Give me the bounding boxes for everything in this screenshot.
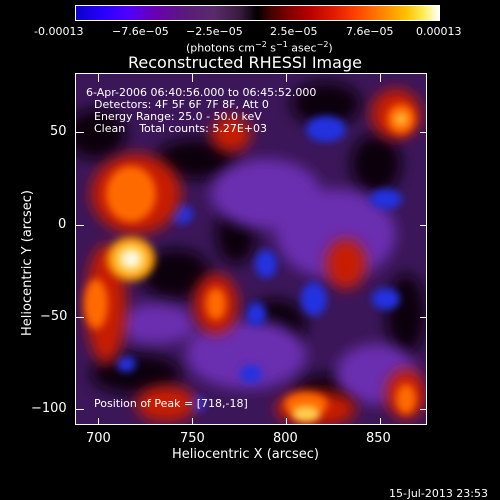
energy-range-label: Energy Range: 25.0 - 50.0 keV (94, 110, 262, 123)
colorbar (75, 5, 440, 21)
y-tick-mark (76, 409, 84, 410)
x-axis-label: Heliocentric X (arcsec) (172, 447, 319, 462)
colorbar-tick-label: −7.6e−05 (112, 25, 169, 38)
y-tick-mark (76, 317, 84, 318)
colorbar-tick-label: 7.6e−05 (346, 25, 394, 38)
colorbar-tick-label: 0.00013 (416, 25, 462, 38)
time-range-label: 6-Apr-2006 06:40:56.000 to 06:45:52.000 (86, 86, 317, 99)
y-tick-label: 50 (50, 124, 67, 139)
x-tick-mark (192, 418, 193, 424)
plot-title: Reconstructed RHESSI Image (128, 53, 362, 72)
detectors-label: Detectors: 4F 5F 6F 7F 8F, Att 0 (94, 98, 269, 111)
y-tick-mark (420, 225, 426, 226)
x-tick-mark (98, 74, 99, 82)
x-tick-label: 800 (273, 431, 298, 446)
solar-image-plot: 6-Apr-2006 06:40:56.000 to 06:45:52.000 … (75, 73, 427, 425)
x-tick-mark (380, 74, 381, 82)
x-tick-label: 700 (86, 431, 111, 446)
y-tick-label: −50 (40, 309, 68, 324)
x-tick-mark (380, 418, 381, 424)
y-tick-label: −100 (31, 401, 67, 416)
solar-map-image (76, 74, 426, 424)
colorbar-tick-label: -0.00013 (34, 25, 84, 38)
y-tick-mark (420, 409, 426, 410)
colorbar-tick-label: −2.5e−05 (186, 25, 243, 38)
x-tick-label: 850 (366, 431, 391, 446)
y-tick-mark (76, 225, 84, 226)
x-tick-mark (192, 74, 193, 82)
y-tick-label: 0 (58, 217, 67, 232)
colorbar-units: (photons cm−2 s−1 asec−2) (186, 40, 333, 55)
x-tick-mark (286, 74, 287, 82)
x-tick-mark (286, 418, 287, 424)
colorbar-tick-label: 2.5e−05 (270, 25, 318, 38)
y-tick-mark (420, 132, 426, 133)
x-tick-label: 750 (180, 431, 205, 446)
y-tick-mark (420, 317, 426, 318)
render-timestamp: 15-Jul-2013 23:53 (389, 487, 489, 500)
y-axis-label: Heliocentric Y (arcsec) (20, 190, 35, 336)
y-tick-mark (76, 132, 84, 133)
peak-position-label: Position of Peak = [718,-18] (94, 397, 248, 410)
total-counts-label: Clean Total counts: 5.27E+03 (94, 122, 268, 135)
x-tick-mark (98, 418, 99, 424)
